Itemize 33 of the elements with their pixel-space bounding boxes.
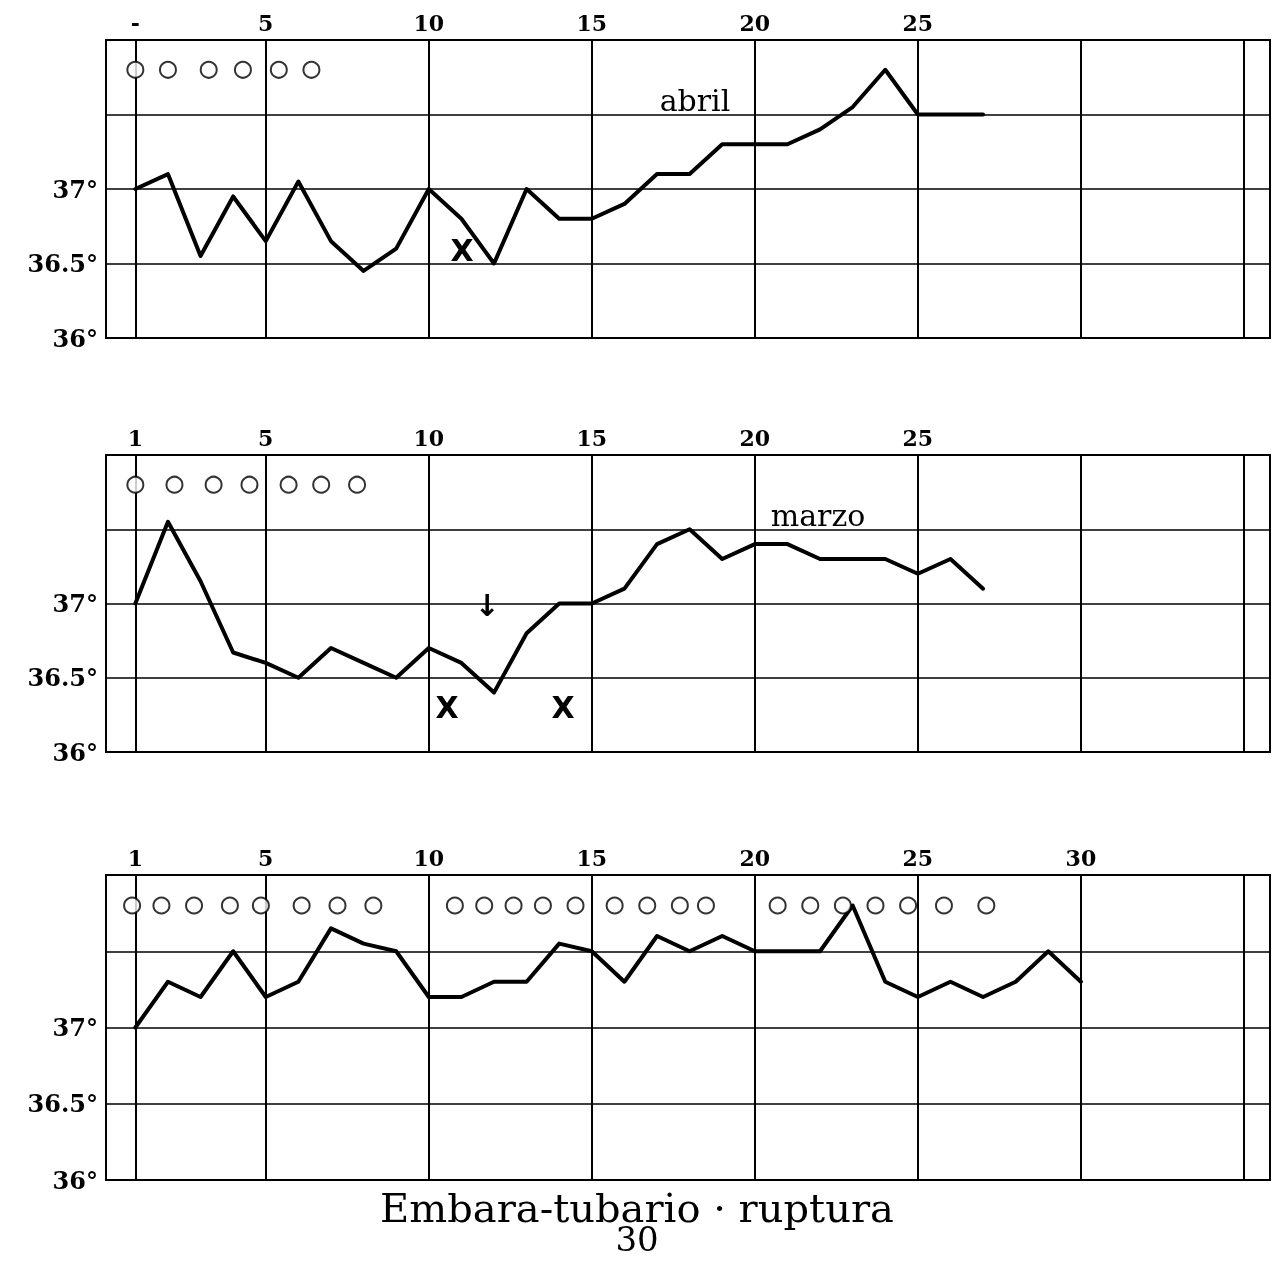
y-tick-label: 37° — [52, 174, 98, 204]
x-tick-label: 25 — [902, 10, 934, 36]
x-tick-label: 25 — [902, 845, 934, 871]
x-tick-label: 20 — [739, 425, 771, 451]
x-tick-label: 20 — [739, 10, 771, 36]
annotation: marzo — [770, 497, 866, 533]
annotation: abril — [659, 82, 731, 118]
x-tick-label: 5 — [258, 10, 274, 36]
x-tick-label: 1 — [127, 845, 143, 871]
y-tick-label: 36.5° — [27, 1089, 98, 1119]
x-tick-label: - — [130, 10, 140, 36]
x-tick-label: 25 — [902, 425, 934, 451]
y-tick-label: 36° — [52, 1165, 98, 1195]
y-tick-label: 37° — [52, 1013, 98, 1042]
x-tick-label: 30 — [1065, 845, 1097, 871]
x-tick-label: 1 — [127, 425, 143, 451]
x-tick-label: 10 — [413, 425, 445, 451]
annotation: X — [435, 689, 459, 725]
y-tick-label: 36.5° — [27, 249, 98, 278]
x-tick-label: 5 — [258, 425, 274, 451]
x-tick-label: 20 — [739, 845, 771, 871]
x-tick-label: 15 — [576, 845, 608, 871]
y-tick-label: 36.5° — [27, 663, 98, 693]
x-tick-label: 10 — [413, 845, 445, 871]
y-tick-label: 36° — [52, 737, 98, 767]
annotation: X — [551, 689, 575, 725]
x-tick-label: 15 — [576, 425, 608, 451]
y-tick-label: 36° — [52, 323, 98, 353]
x-tick-label: 5 — [258, 845, 274, 871]
x-tick-label: 10 — [413, 10, 445, 36]
y-tick-label: 37° — [52, 589, 98, 618]
x-tick-label: 15 — [576, 10, 608, 36]
annotation: X — [450, 232, 474, 268]
